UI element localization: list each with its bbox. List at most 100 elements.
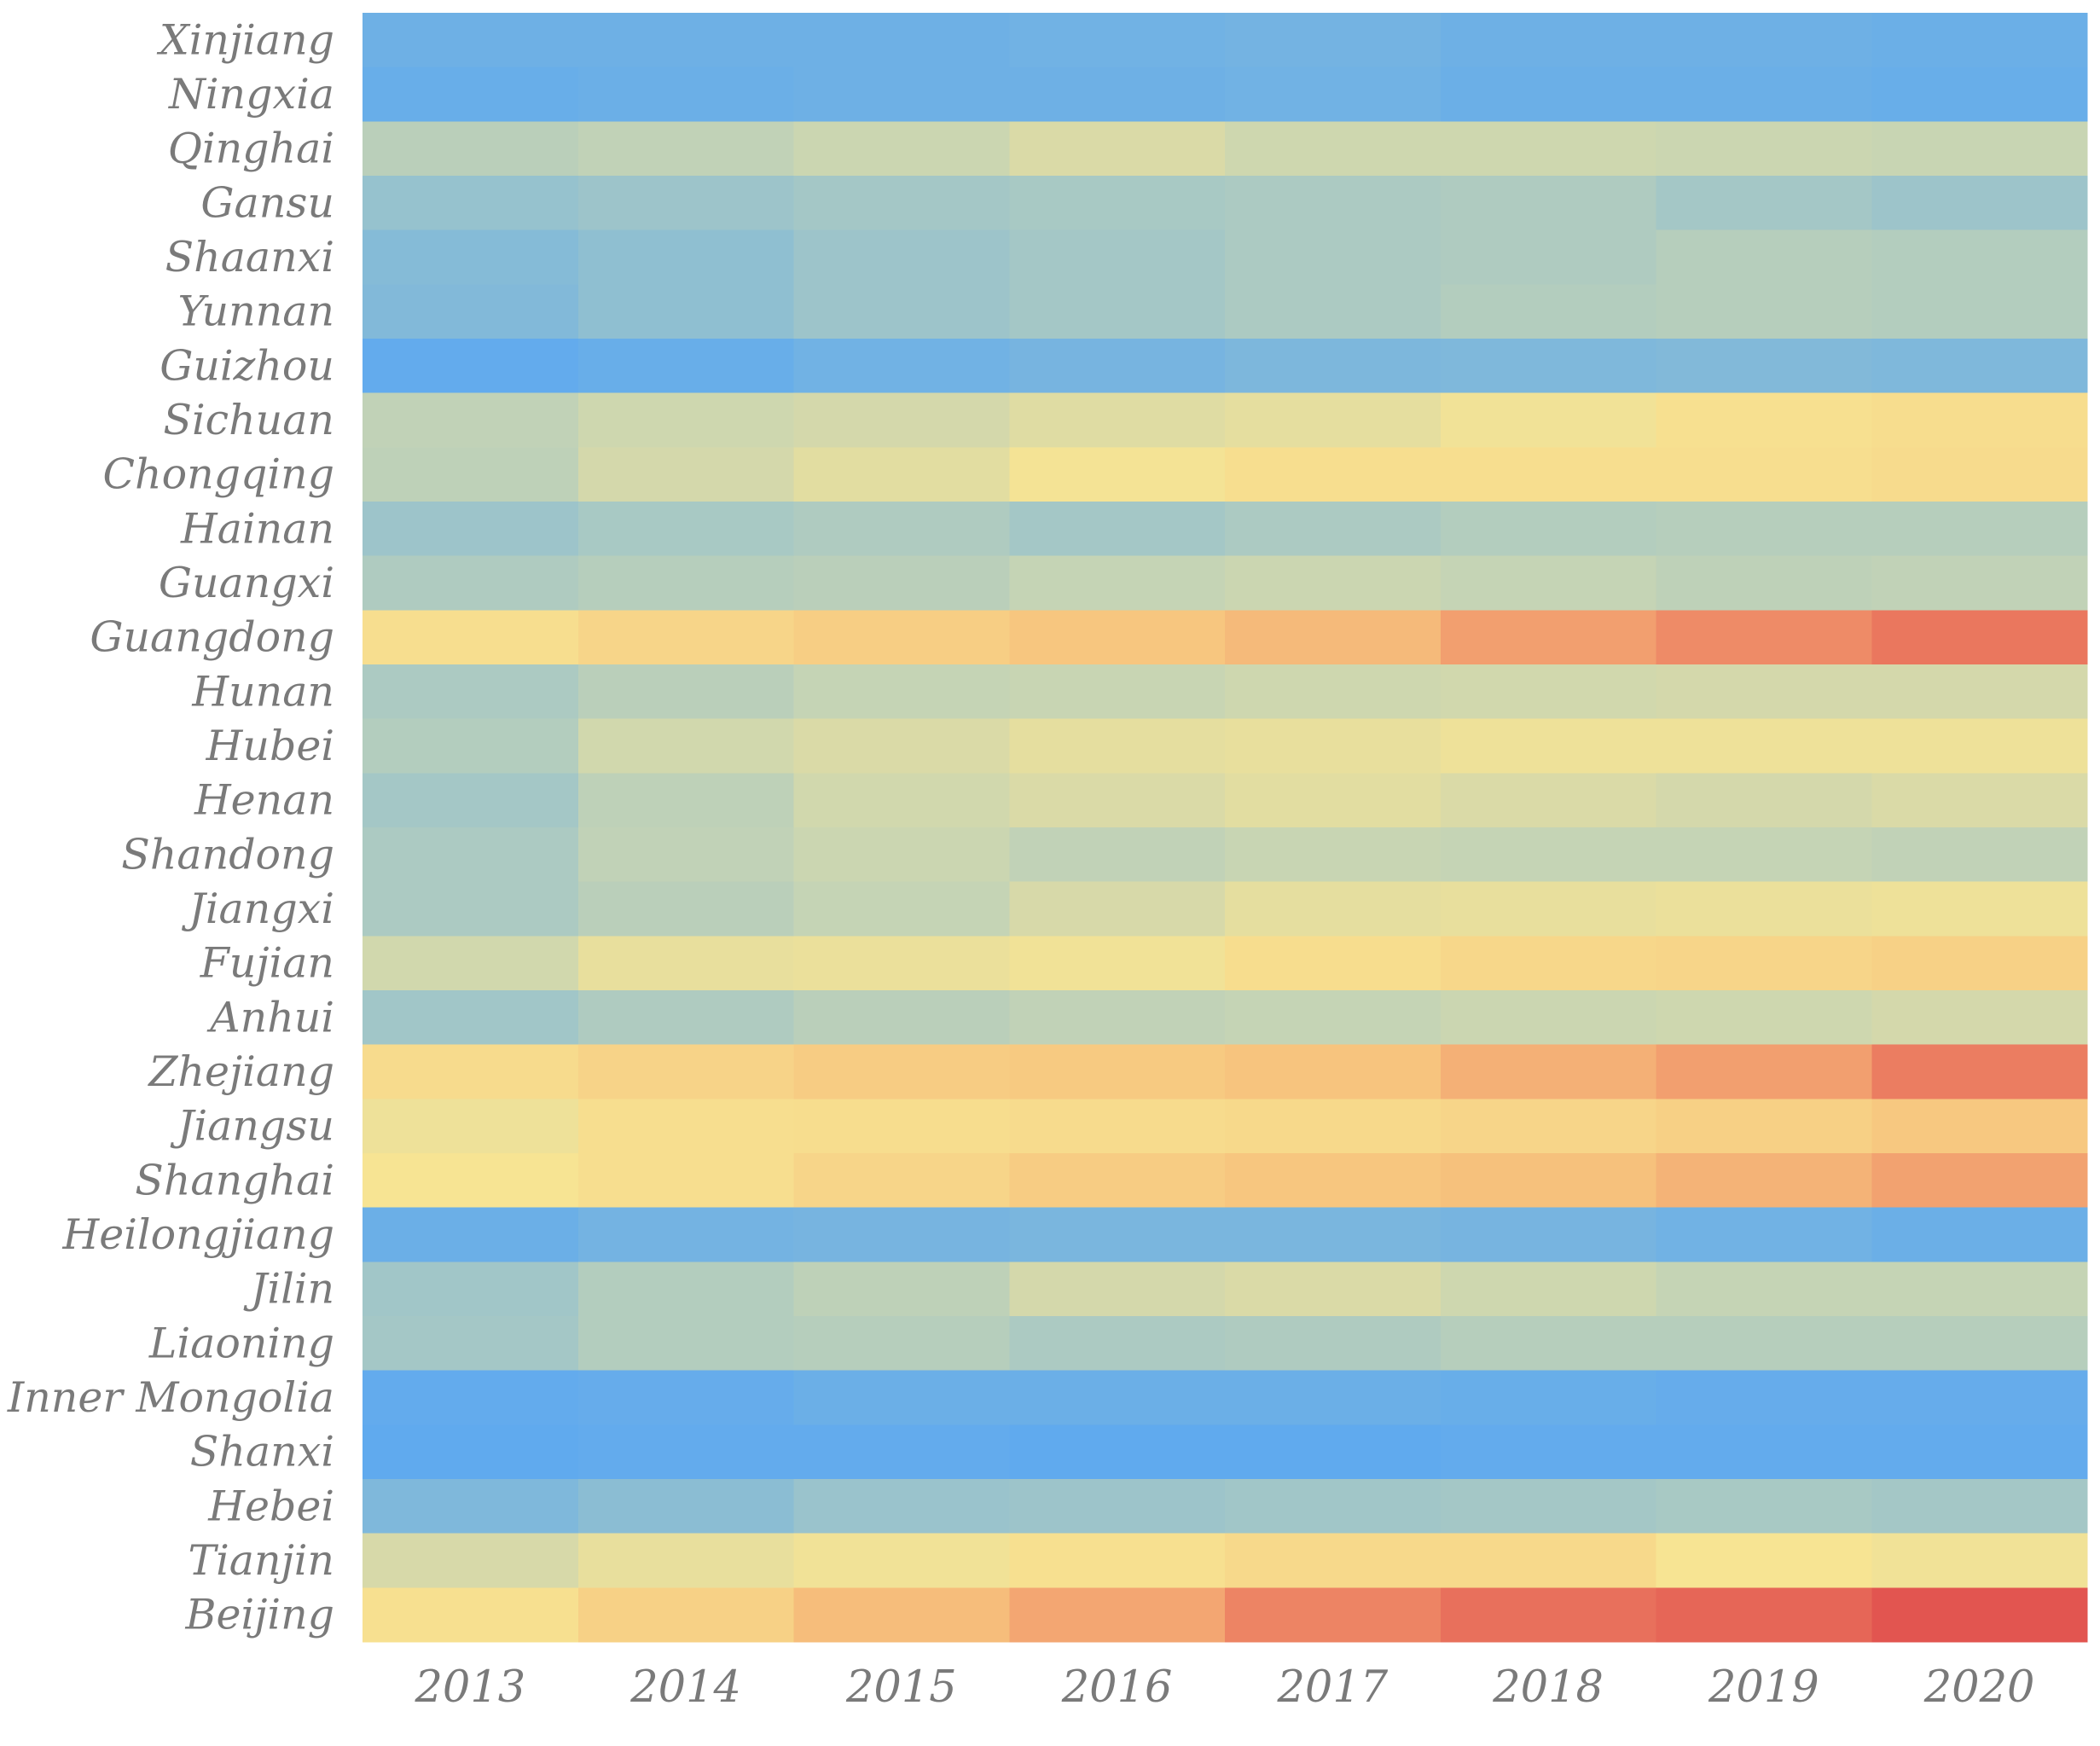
column-labels: 2013 2014 2015 2016 2017 2018 2019 2020 [414, 1662, 2034, 1713]
heatmap-cell [1871, 447, 2088, 502]
heatmap-cell [1225, 610, 1442, 665]
heatmap-cell [1009, 229, 1226, 285]
heatmap-cell [1440, 13, 1657, 68]
column-label: 2016 [1061, 1662, 1173, 1713]
heatmap-cell [1009, 1370, 1226, 1425]
heatmap-cell [1871, 13, 2088, 68]
heatmap-cell [1871, 1587, 2088, 1643]
heatmap-cell [1871, 664, 2088, 720]
heatmap-cell [793, 1262, 1010, 1317]
heatmap-cell [1871, 827, 2088, 883]
heatmap-cell [577, 229, 795, 285]
heatmap-cell [1440, 664, 1657, 720]
heatmap-cell [1656, 1099, 1872, 1154]
heatmap-cell [793, 1587, 1010, 1643]
heatmap-cell [1656, 229, 1872, 285]
heatmap-cell [1225, 1424, 1442, 1480]
heatmap-cell [1009, 610, 1226, 665]
heatmap-cell [1440, 176, 1657, 231]
heatmap-cell [1440, 229, 1657, 285]
heatmap-cell [577, 392, 795, 448]
heatmap-cell [1871, 773, 2088, 828]
heatmap-cell [1009, 502, 1226, 557]
heatmap-cell [1225, 936, 1442, 991]
heatmap-cell [577, 990, 795, 1046]
heatmap-cell [1440, 339, 1657, 394]
heatmap-cell [1871, 502, 2088, 557]
heatmap-cell [1225, 67, 1442, 122]
heatmap-cell [1009, 339, 1226, 394]
heatmap-cell [577, 1099, 795, 1154]
heatmap-cell [1440, 1099, 1657, 1154]
heatmap-cell [1225, 339, 1442, 394]
heatmap-cell [363, 1099, 579, 1154]
heatmap-cell [1225, 773, 1442, 828]
heatmap-cell [1225, 555, 1442, 611]
heatmap-cell [363, 936, 579, 991]
heatmap-cell [1009, 447, 1226, 502]
heatmap-cell [1440, 1153, 1657, 1209]
heatmap-cell [1871, 121, 2088, 177]
heatmap-cell [1009, 718, 1226, 774]
heatmap-cell [1440, 773, 1657, 828]
heatmap-cell [1656, 447, 1872, 502]
column-label: 2017 [1276, 1662, 1388, 1713]
heatmap-cell [1440, 121, 1657, 177]
heatmap-cell [1871, 176, 2088, 231]
heatmap-cell [1440, 1424, 1657, 1480]
heatmap-cell [1871, 1479, 2088, 1534]
heatmap-cell [1656, 13, 1872, 68]
heatmap-cell [1225, 1533, 1442, 1588]
heatmap-cell [1009, 67, 1226, 122]
heatmap-cell [1009, 1153, 1226, 1209]
heatmap-cell [793, 1153, 1010, 1209]
heatmap-cell [1225, 1207, 1442, 1262]
heatmap-cell [1656, 176, 1872, 231]
heatmap-cell [363, 121, 579, 177]
heatmap-cell [363, 502, 579, 557]
heatmap-cell [1440, 1533, 1657, 1588]
heatmap-cell [1225, 1153, 1442, 1209]
heatmap-cell [1656, 1424, 1872, 1480]
heatmap-cell [1009, 1207, 1226, 1262]
row-label: Sichuan [163, 396, 334, 444]
heatmap-cell [1440, 392, 1657, 448]
heatmap-cell [1656, 664, 1872, 720]
heatmap-cell [1009, 990, 1226, 1046]
heatmap-cell [1871, 1153, 2088, 1209]
heatmap-cell [793, 827, 1010, 883]
heatmap-cell [363, 1044, 579, 1099]
heatmap-cell [1225, 1262, 1442, 1317]
heatmap-cell [1440, 67, 1657, 122]
heatmap-cell [793, 936, 1010, 991]
heatmap-cell [577, 1479, 795, 1534]
heatmap-cell [1656, 284, 1872, 339]
heatmap-cell [1871, 67, 2088, 122]
heatmap-cell [1009, 121, 1226, 177]
heatmap-cell [793, 176, 1010, 231]
heatmap-cell [1009, 1099, 1226, 1154]
heatmap-cell [793, 67, 1010, 122]
heatmap-cell [1871, 1533, 2088, 1588]
heatmap-cell [1009, 1533, 1226, 1588]
heatmap-cell [577, 176, 795, 231]
heatmap-cell [793, 339, 1010, 394]
heatmap-cell [1656, 339, 1872, 394]
row-label: Chongqing [103, 450, 334, 499]
row-label: Guangdong [90, 613, 334, 662]
row-label: Shanxi [190, 1428, 334, 1476]
heatmap-cell [1440, 447, 1657, 502]
heatmap-cell [1871, 1370, 2088, 1425]
heatmap-cell [793, 447, 1010, 502]
column-label: 2014 [629, 1662, 741, 1713]
heatmap-cell [577, 1370, 795, 1425]
row-label: Hunan [191, 667, 334, 716]
heatmap-cell [1656, 1262, 1872, 1317]
heatmap-cell [1871, 392, 2088, 448]
heatmap-cell [577, 773, 795, 828]
row-label: Tianjin [188, 1536, 334, 1585]
heatmap-cell [1440, 990, 1657, 1046]
heatmap-cell [577, 936, 795, 991]
heatmap-cell [793, 1316, 1010, 1372]
heatmap-cell [793, 1370, 1010, 1425]
